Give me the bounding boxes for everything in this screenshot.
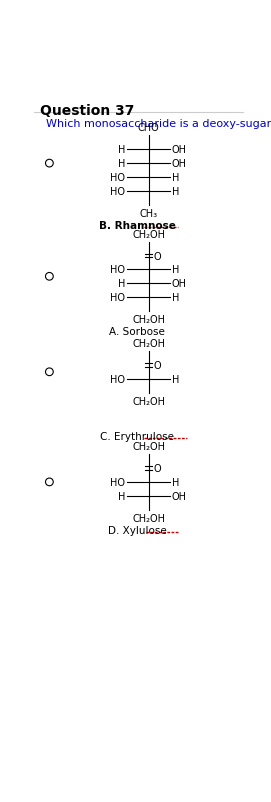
Text: C. Erythrulose: C. Erythrulose xyxy=(100,431,174,442)
Text: H: H xyxy=(172,293,179,302)
Text: CH₂OH: CH₂OH xyxy=(132,513,165,523)
Text: H: H xyxy=(118,159,125,169)
Text: CH₂OH: CH₂OH xyxy=(132,396,165,406)
Text: HO: HO xyxy=(110,172,125,183)
Text: O: O xyxy=(154,464,162,473)
Text: H: H xyxy=(172,187,179,196)
Text: CHO: CHO xyxy=(138,124,159,133)
Text: A. Sorbose: A. Sorbose xyxy=(109,327,165,337)
Text: H: H xyxy=(118,145,125,155)
Text: HO: HO xyxy=(110,187,125,196)
Text: HO: HO xyxy=(110,265,125,275)
Text: CH₂OH: CH₂OH xyxy=(132,338,165,349)
Text: CH₂OH: CH₂OH xyxy=(132,229,165,239)
Text: B. Rhamnose: B. Rhamnose xyxy=(99,221,175,231)
Text: OH: OH xyxy=(172,491,187,501)
Text: OH: OH xyxy=(172,145,187,155)
Text: HO: HO xyxy=(110,293,125,302)
Text: CH₃: CH₃ xyxy=(140,209,158,218)
Text: Which monosaccharide is a deoxy-sugar?: Which monosaccharide is a deoxy-sugar? xyxy=(46,119,271,129)
Text: H: H xyxy=(172,375,179,384)
Text: H: H xyxy=(118,279,125,289)
Text: H: H xyxy=(172,265,179,275)
Text: CH₂OH: CH₂OH xyxy=(132,442,165,452)
Text: O: O xyxy=(154,360,162,371)
Text: Question 37: Question 37 xyxy=(40,104,134,118)
Text: H: H xyxy=(172,172,179,183)
Text: OH: OH xyxy=(172,279,187,289)
Text: OH: OH xyxy=(172,159,187,169)
Text: HO: HO xyxy=(110,375,125,384)
Text: H: H xyxy=(118,491,125,501)
Text: D. Xylulose: D. Xylulose xyxy=(108,525,166,536)
Text: H: H xyxy=(172,477,179,488)
Text: HO: HO xyxy=(110,477,125,488)
Text: CH₂OH: CH₂OH xyxy=(132,314,165,325)
Text: O: O xyxy=(154,251,162,261)
